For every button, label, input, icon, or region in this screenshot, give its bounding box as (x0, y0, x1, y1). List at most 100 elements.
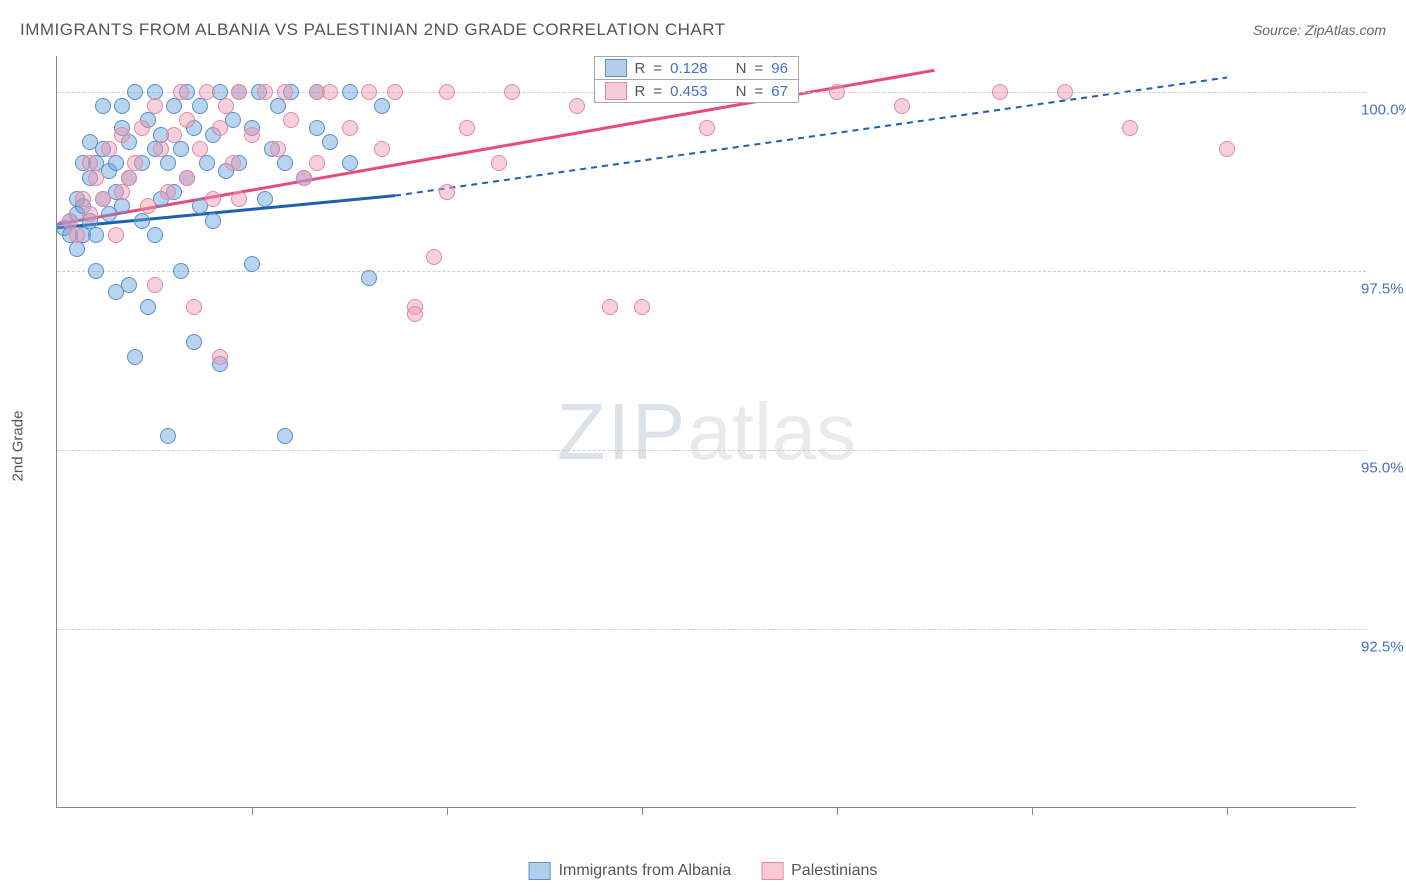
scatter-point-albania (114, 198, 130, 214)
y-tick-label: 92.5% (1361, 638, 1406, 655)
scatter-point-albania (140, 299, 156, 315)
x-tick (1032, 807, 1033, 815)
scatter-point-palestinian (225, 155, 241, 171)
scatter-point-palestinian (602, 299, 618, 315)
scatter-point-palestinian (108, 227, 124, 243)
series-legend: Immigrants from Albania Palestinians (519, 862, 888, 880)
scatter-point-albania (342, 155, 358, 171)
n-label: N (736, 83, 747, 100)
scatter-point-palestinian (569, 98, 585, 114)
scatter-point-palestinian (374, 141, 390, 157)
scatter-point-albania (270, 98, 286, 114)
y-tick-label: 100.0% (1361, 101, 1406, 118)
scatter-point-albania (160, 155, 176, 171)
r-value-palestinian: 0.453 (670, 83, 708, 100)
scatter-point-albania (199, 155, 215, 171)
source-attribution: Source: ZipAtlas.com (1253, 22, 1386, 38)
scatter-point-palestinian (342, 120, 358, 136)
scatter-point-palestinian (173, 84, 189, 100)
x-tick (1227, 807, 1228, 815)
scatter-point-albania (160, 428, 176, 444)
n-label: N (736, 60, 747, 77)
scatter-point-palestinian (95, 191, 111, 207)
scatter-point-palestinian (147, 98, 163, 114)
swatch-albania (529, 862, 551, 880)
scatter-point-albania (127, 84, 143, 100)
equals-sign: = (755, 83, 764, 100)
scatter-point-albania (88, 263, 104, 279)
scatter-point-palestinian (140, 198, 156, 214)
scatter-point-albania (147, 227, 163, 243)
swatch-palestinian (605, 82, 627, 100)
scatter-point-palestinian (504, 84, 520, 100)
n-value-albania: 96 (771, 60, 788, 77)
scatter-point-albania (322, 134, 338, 150)
correlation-legend: R = 0.128 N = 96 R = 0.453 N = 67 (594, 56, 799, 103)
scatter-point-palestinian (296, 170, 312, 186)
scatter-point-albania (342, 84, 358, 100)
scatter-point-palestinian (127, 155, 143, 171)
scatter-point-palestinian (277, 84, 293, 100)
scatter-point-albania (277, 155, 293, 171)
scatter-point-palestinian (179, 112, 195, 128)
legend-label-albania: Immigrants from Albania (559, 862, 732, 880)
scatter-point-palestinian (439, 184, 455, 200)
scatter-point-palestinian (439, 84, 455, 100)
scatter-point-albania (374, 98, 390, 114)
scatter-point-palestinian (231, 84, 247, 100)
legend-row-palestinian: R = 0.453 N = 67 (595, 80, 798, 102)
trend-line (395, 77, 1227, 195)
r-label: R (635, 60, 646, 77)
scatter-point-albania (108, 155, 124, 171)
scatter-point-palestinian (270, 141, 286, 157)
scatter-point-palestinian (894, 98, 910, 114)
scatter-point-palestinian (407, 306, 423, 322)
scatter-point-albania (95, 98, 111, 114)
scatter-point-palestinian (88, 170, 104, 186)
scatter-point-albania (173, 263, 189, 279)
scatter-point-palestinian (634, 299, 650, 315)
scatter-point-palestinian (212, 120, 228, 136)
legend-label-palestinian: Palestinians (791, 862, 877, 880)
scatter-point-palestinian (114, 184, 130, 200)
legend-item-palestinian: Palestinians (761, 862, 877, 880)
legend-row-albania: R = 0.128 N = 96 (595, 57, 798, 80)
scatter-point-palestinian (459, 120, 475, 136)
equals-sign: = (653, 60, 662, 77)
r-value-albania: 0.128 (670, 60, 708, 77)
scatter-point-palestinian (69, 227, 85, 243)
scatter-point-palestinian (114, 127, 130, 143)
equals-sign: = (755, 60, 764, 77)
scatter-point-albania (244, 256, 260, 272)
r-label: R (635, 83, 646, 100)
scatter-point-albania (186, 334, 202, 350)
scatter-point-palestinian (699, 120, 715, 136)
scatter-point-palestinian (121, 170, 137, 186)
x-tick (642, 807, 643, 815)
scatter-point-albania (257, 191, 273, 207)
scatter-point-albania (114, 98, 130, 114)
scatter-point-palestinian (231, 191, 247, 207)
equals-sign: = (653, 83, 662, 100)
x-tick (447, 807, 448, 815)
scatter-point-palestinian (166, 127, 182, 143)
scatter-point-albania (192, 98, 208, 114)
x-tick (837, 807, 838, 815)
legend-item-albania: Immigrants from Albania (529, 862, 732, 880)
scatter-point-palestinian (212, 349, 228, 365)
scatter-point-palestinian (1057, 84, 1073, 100)
y-tick-label: 97.5% (1361, 280, 1406, 297)
scatter-point-palestinian (218, 98, 234, 114)
y-tick-label: 95.0% (1361, 459, 1406, 476)
scatter-point-palestinian (186, 299, 202, 315)
source-prefix: Source: (1253, 22, 1305, 38)
scatter-point-palestinian (82, 206, 98, 222)
swatch-palestinian (761, 862, 783, 880)
x-tick (252, 807, 253, 815)
chart-header: IMMIGRANTS FROM ALBANIA VS PALESTINIAN 2… (0, 0, 1406, 48)
scatter-point-palestinian (192, 141, 208, 157)
scatter-point-palestinian (244, 127, 260, 143)
scatter-point-palestinian (101, 141, 117, 157)
scatter-point-palestinian (283, 112, 299, 128)
scatter-point-palestinian (147, 277, 163, 293)
